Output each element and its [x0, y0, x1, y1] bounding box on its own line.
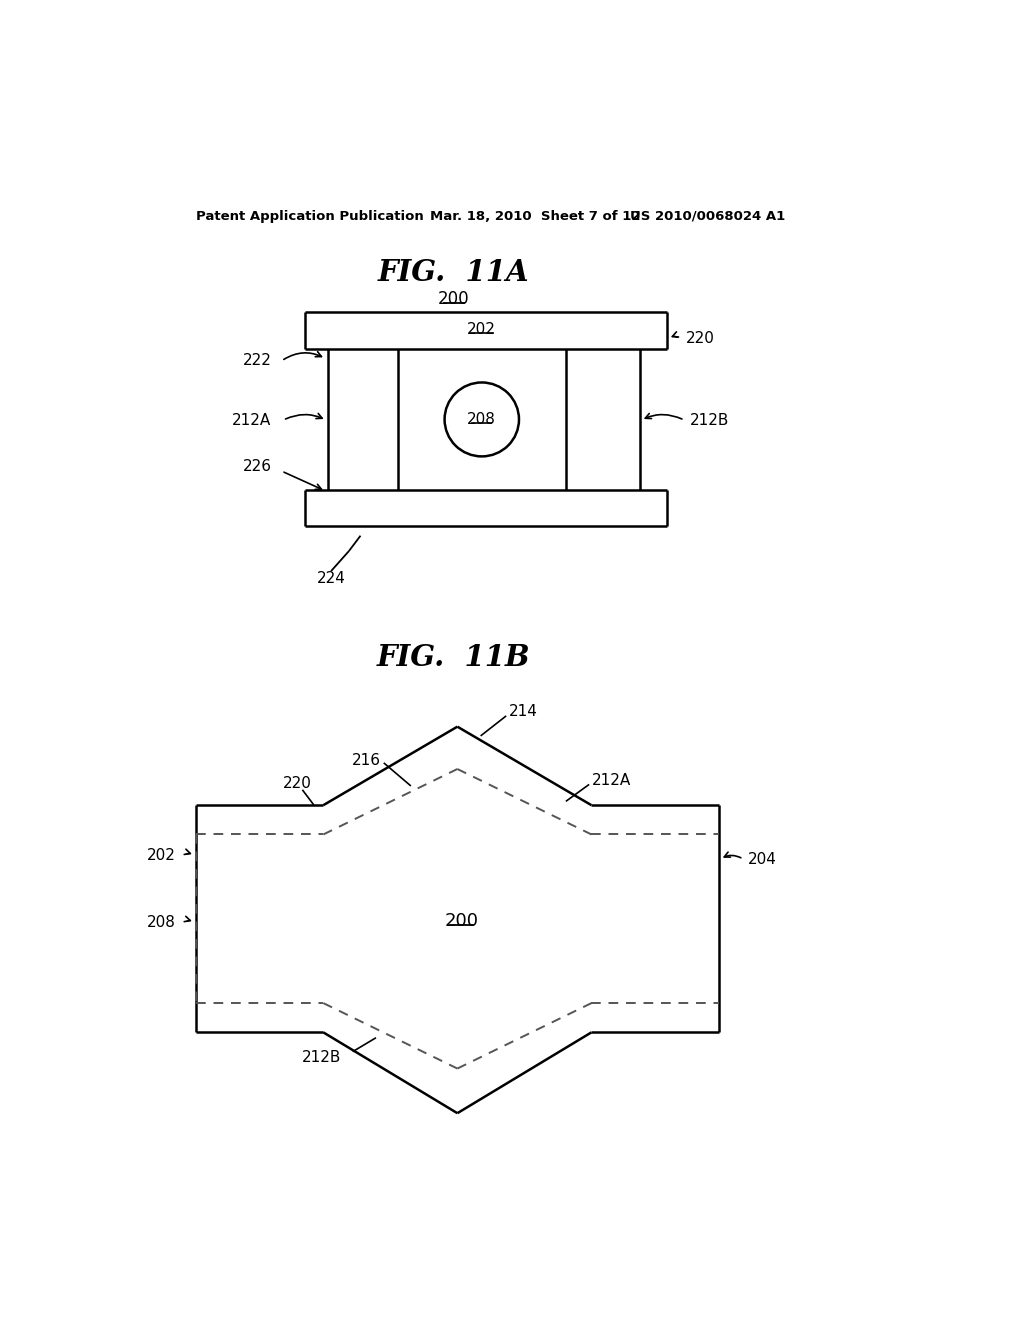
- Text: 200: 200: [437, 290, 469, 309]
- Text: 202: 202: [467, 322, 497, 337]
- Circle shape: [444, 383, 519, 457]
- Text: 200: 200: [444, 912, 478, 929]
- Text: 216: 216: [351, 752, 381, 768]
- Text: 208: 208: [147, 915, 176, 929]
- Text: 212A: 212A: [592, 774, 631, 788]
- Text: 226: 226: [243, 459, 271, 474]
- Text: 208: 208: [467, 412, 497, 426]
- Text: 212B: 212B: [302, 1051, 341, 1065]
- Text: 212B: 212B: [690, 413, 729, 428]
- Text: FIG.  11B: FIG. 11B: [377, 643, 530, 672]
- Text: 224: 224: [316, 570, 345, 586]
- Text: 220: 220: [686, 331, 715, 346]
- Text: US 2010/0068024 A1: US 2010/0068024 A1: [630, 210, 785, 223]
- Text: 202: 202: [147, 847, 176, 863]
- Text: Mar. 18, 2010  Sheet 7 of 12: Mar. 18, 2010 Sheet 7 of 12: [430, 210, 641, 223]
- Text: 220: 220: [283, 776, 311, 791]
- Text: 214: 214: [509, 704, 539, 719]
- Text: 222: 222: [243, 354, 271, 368]
- Text: FIG.  11A: FIG. 11A: [378, 257, 529, 286]
- Text: 204: 204: [748, 851, 777, 867]
- Text: Patent Application Publication: Patent Application Publication: [197, 210, 424, 223]
- Text: 212A: 212A: [232, 413, 271, 428]
